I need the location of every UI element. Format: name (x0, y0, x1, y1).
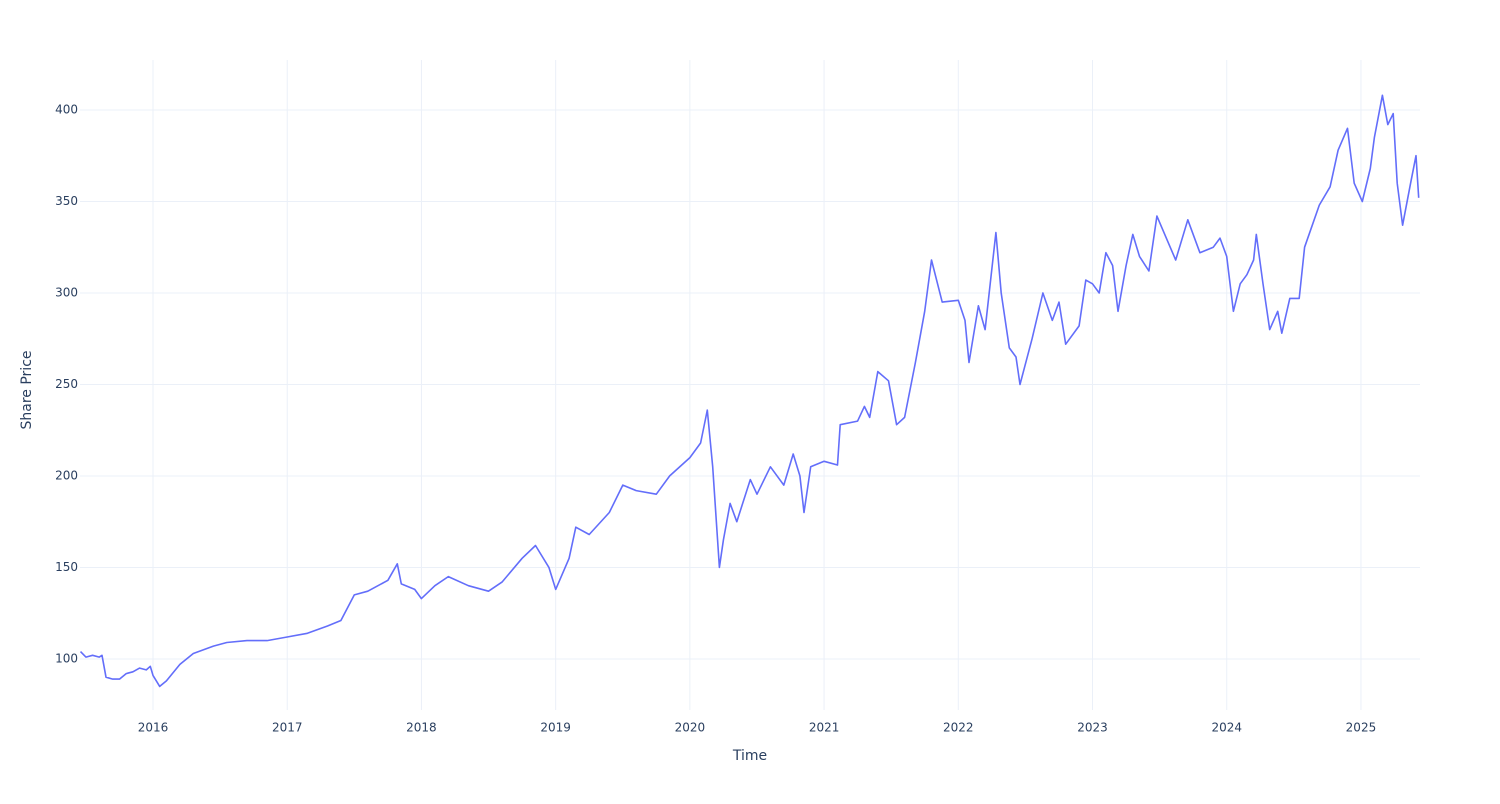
y-tick-label: 400 (55, 102, 78, 116)
y-tick-label: 150 (55, 560, 78, 574)
y-tick-label: 200 (55, 468, 78, 482)
y-tick-label: 100 (55, 651, 78, 665)
y-tick-label: 350 (55, 194, 78, 208)
price-line (79, 94, 1420, 688)
x-axis-title: Time (732, 748, 767, 764)
x-tick-label: 2016 (138, 721, 169, 735)
x-tick-label: 2019 (540, 721, 571, 735)
y-tick-label: 250 (55, 377, 78, 391)
y-tick-label: 300 (55, 285, 78, 299)
y-axis-title: Share Price (19, 350, 35, 429)
x-tick-label: 2022 (943, 721, 974, 735)
x-tick-label: 2017 (272, 721, 303, 735)
x-tick-label: 2023 (1077, 721, 1108, 735)
x-tick-label: 2020 (675, 721, 706, 735)
x-tick-label: 2021 (809, 721, 840, 735)
x-tick-label: 2024 (1211, 721, 1242, 735)
x-tick-label: 2025 (1346, 721, 1377, 735)
x-tick-label: 2018 (406, 721, 437, 735)
